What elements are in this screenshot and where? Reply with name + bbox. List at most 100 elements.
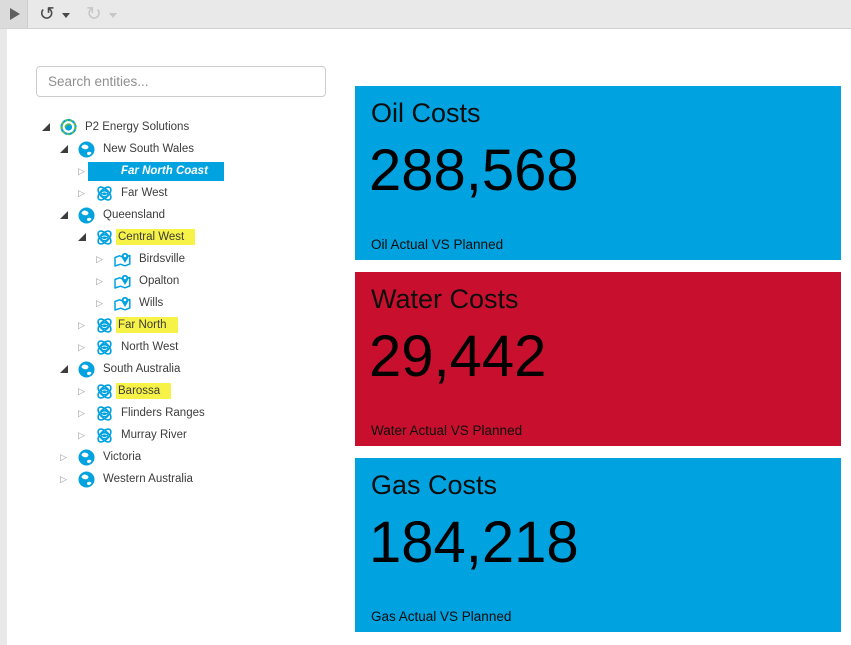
region-icon bbox=[96, 383, 113, 400]
tree-item-north-west[interactable]: North West bbox=[42, 336, 224, 358]
card-caption: Water Actual VS Planned bbox=[371, 423, 523, 438]
tree-expander-icon[interactable] bbox=[60, 473, 67, 485]
expander-cell bbox=[96, 297, 114, 309]
expander-cell bbox=[42, 123, 60, 131]
kpi-card-water-costs[interactable]: Water Costs 29,442 Water Actual VS Planned bbox=[355, 272, 841, 446]
tree-item-label[interactable]: North West bbox=[121, 341, 179, 353]
tree-expander-icon[interactable] bbox=[96, 297, 103, 309]
tree-item-victoria[interactable]: Victoria bbox=[42, 446, 224, 468]
company-logo-icon bbox=[60, 118, 77, 136]
card-value: 288,568 bbox=[369, 138, 579, 203]
region-icon bbox=[96, 163, 113, 180]
expander-cell bbox=[78, 187, 96, 199]
tree-expander-icon[interactable] bbox=[78, 165, 85, 177]
tree-expander-icon[interactable] bbox=[78, 341, 85, 353]
undo-redo-group bbox=[37, 5, 123, 24]
tree-item-label[interactable]: Queensland bbox=[103, 209, 166, 221]
expander-cell bbox=[78, 407, 96, 419]
expander-cell bbox=[96, 275, 114, 287]
tree-item-murray-river[interactable]: Murray River bbox=[42, 424, 224, 446]
card-caption: Gas Actual VS Planned bbox=[371, 609, 512, 624]
expander-cell bbox=[78, 319, 96, 331]
tree-item-label[interactable]: New South Wales bbox=[103, 143, 194, 155]
tree-expander-icon[interactable] bbox=[78, 187, 85, 199]
expander-cell bbox=[60, 451, 78, 463]
tree-item-far-west[interactable]: Far West bbox=[42, 182, 224, 204]
tree-expander-icon[interactable] bbox=[78, 385, 85, 397]
tree-expander-icon[interactable] bbox=[78, 233, 86, 241]
tree-item-label[interactable]: Far North Coast bbox=[121, 165, 208, 177]
tree-item-central-west[interactable]: Central West bbox=[42, 226, 224, 248]
tree-item-far-north[interactable]: Far North bbox=[42, 314, 224, 336]
tree-item-label[interactable]: Central West bbox=[116, 229, 196, 245]
globe-icon bbox=[78, 471, 95, 488]
tree-item-new-south-wales[interactable]: New South Wales bbox=[42, 138, 224, 160]
expander-cell bbox=[78, 233, 96, 241]
card-title: Oil Costs bbox=[371, 98, 481, 128]
region-icon bbox=[96, 185, 113, 202]
redo-button[interactable] bbox=[84, 5, 104, 24]
tree-expander-icon[interactable] bbox=[78, 429, 85, 441]
tree-item-label[interactable]: Western Australia bbox=[103, 473, 193, 485]
region-icon bbox=[96, 229, 113, 246]
site-icon bbox=[114, 251, 131, 268]
chevron-down-icon bbox=[61, 13, 70, 19]
entity-tree: P2 Energy Solutions New South Wales Far No… bbox=[42, 116, 224, 490]
tree-expander-icon[interactable] bbox=[96, 275, 103, 287]
tree-expander-icon[interactable] bbox=[60, 451, 67, 463]
tree-item-barossa[interactable]: Barossa bbox=[42, 380, 224, 402]
tree-item-queensland[interactable]: Queensland bbox=[42, 204, 224, 226]
site-icon bbox=[114, 295, 131, 312]
kpi-card-oil-costs[interactable]: Oil Costs 288,568 Oil Actual VS Planned bbox=[355, 86, 841, 260]
site-icon bbox=[114, 273, 131, 290]
selected-tree-item[interactable]: Far North Coast bbox=[88, 161, 224, 181]
tree-item-flinders-ranges[interactable]: Flinders Ranges bbox=[42, 402, 224, 424]
region-icon bbox=[96, 317, 113, 334]
tree-item-label[interactable]: South Australia bbox=[103, 363, 181, 375]
tree-expander-icon[interactable] bbox=[60, 145, 68, 153]
tree-expander-icon[interactable] bbox=[42, 123, 50, 131]
undo-button[interactable] bbox=[37, 5, 57, 24]
tree-item-label[interactable]: Murray River bbox=[121, 429, 187, 441]
tree-item-label[interactable]: Opalton bbox=[139, 275, 180, 287]
tree-item-label[interactable]: Barossa bbox=[116, 383, 172, 399]
tree-item-far-north-coast[interactable]: Far North Coast bbox=[42, 160, 224, 182]
expander-cell bbox=[60, 145, 78, 153]
tree-item-label[interactable]: Birdsville bbox=[139, 253, 186, 265]
region-icon bbox=[96, 339, 113, 356]
card-title: Gas Costs bbox=[371, 470, 498, 500]
tree-item-opalton[interactable]: Opalton bbox=[42, 270, 224, 292]
tree-item-label[interactable]: P2 Energy Solutions bbox=[85, 121, 190, 133]
tree-item-p2-energy-solutions[interactable]: P2 Energy Solutions bbox=[42, 116, 224, 138]
tree-item-label[interactable]: Far West bbox=[121, 187, 168, 199]
tree-item-wills[interactable]: Wills bbox=[42, 292, 224, 314]
tree-item-label[interactable]: Victoria bbox=[103, 451, 142, 463]
tree-item-label[interactable]: Far North bbox=[116, 317, 178, 333]
tree-expander-icon[interactable] bbox=[60, 365, 68, 373]
play-icon bbox=[10, 8, 20, 20]
region-icon bbox=[96, 405, 113, 422]
card-title: Water Costs bbox=[371, 284, 519, 314]
tree-item-birdsville[interactable]: Birdsville bbox=[42, 248, 224, 270]
tree-expander-icon[interactable] bbox=[78, 407, 85, 419]
tree-expander-icon[interactable] bbox=[96, 253, 103, 265]
undo-dropdown-button[interactable] bbox=[57, 7, 76, 20]
card-caption: Oil Actual VS Planned bbox=[371, 237, 504, 252]
tree-item-south-australia[interactable]: South Australia bbox=[42, 358, 224, 380]
expander-cell bbox=[78, 341, 96, 353]
tree-item-western-australia[interactable]: Western Australia bbox=[42, 468, 224, 490]
globe-icon bbox=[78, 207, 95, 224]
tree-item-label[interactable]: Flinders Ranges bbox=[121, 407, 205, 419]
globe-icon bbox=[78, 361, 95, 378]
region-icon bbox=[96, 427, 113, 444]
search-input[interactable] bbox=[36, 66, 326, 97]
kpi-cards: Oil Costs 288,568 Oil Actual VS Planned Wat… bbox=[355, 86, 841, 644]
kpi-card-gas-costs[interactable]: Gas Costs 184,218 Gas Actual VS Planned bbox=[355, 458, 841, 632]
tree-expander-icon[interactable] bbox=[60, 211, 68, 219]
expander-cell bbox=[60, 211, 78, 219]
play-button[interactable] bbox=[0, 0, 28, 28]
tree-item-label[interactable]: Wills bbox=[139, 297, 164, 309]
globe-icon bbox=[78, 449, 95, 466]
tree-expander-icon[interactable] bbox=[78, 319, 85, 331]
redo-dropdown-button[interactable] bbox=[104, 7, 123, 20]
